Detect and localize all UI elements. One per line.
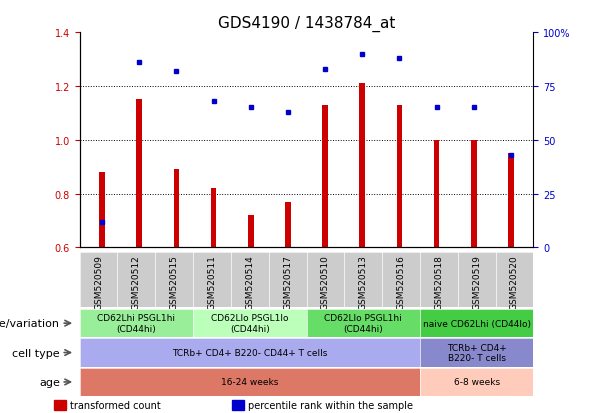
Bar [434, 140, 440, 248]
Text: GSM520513: GSM520513 [359, 255, 368, 309]
Text: GSM520516: GSM520516 [397, 255, 406, 309]
Title: GDS4190 / 1438784_at: GDS4190 / 1438784_at [218, 16, 395, 32]
Text: TCRb+ CD4+
B220- T cells: TCRb+ CD4+ B220- T cells [447, 343, 506, 362]
Bar [173, 170, 179, 248]
Bar [137, 100, 142, 248]
Text: age: age [39, 377, 60, 387]
Text: GSM520520: GSM520520 [510, 255, 519, 309]
Bar [211, 189, 216, 248]
Text: GSM520511: GSM520511 [207, 255, 216, 309]
Text: GSM520515: GSM520515 [170, 255, 179, 309]
Bar [508, 154, 514, 248]
Text: GSM520510: GSM520510 [321, 255, 330, 309]
Text: GSM520517: GSM520517 [283, 255, 292, 309]
Bar [471, 140, 477, 248]
Text: CD62Llo PSGL1hi
(CD44hi): CD62Llo PSGL1hi (CD44hi) [324, 314, 402, 333]
Text: CD62Lhi PSGL1hi
(CD44hi): CD62Lhi PSGL1hi (CD44hi) [97, 314, 175, 333]
Text: percentile rank within the sample: percentile rank within the sample [248, 400, 413, 410]
Bar [99, 173, 105, 248]
Text: GSM520509: GSM520509 [94, 255, 103, 309]
Text: TCRb+ CD4+ B220- CD44+ T cells: TCRb+ CD4+ B220- CD44+ T cells [172, 348, 327, 357]
Text: 16-24 weeks: 16-24 weeks [221, 377, 278, 387]
Bar [285, 202, 291, 248]
Bar [232, 401, 245, 410]
Text: naive CD62Lhi (CD44lo): naive CD62Lhi (CD44lo) [422, 319, 531, 328]
Bar [322, 106, 328, 248]
Bar [55, 401, 66, 410]
Text: GSM520519: GSM520519 [472, 255, 481, 309]
Text: cell type: cell type [12, 348, 60, 358]
Bar [359, 84, 365, 248]
Text: GSM520518: GSM520518 [434, 255, 443, 309]
Text: CD62Llo PSGL1lo
(CD44hi): CD62Llo PSGL1lo (CD44hi) [211, 314, 289, 333]
Bar [248, 216, 254, 248]
Text: transformed count: transformed count [69, 400, 160, 410]
Text: GSM520512: GSM520512 [132, 255, 141, 309]
Bar [397, 106, 402, 248]
Text: 6-8 weeks: 6-8 weeks [454, 377, 500, 387]
Text: genotype/variation: genotype/variation [0, 318, 60, 328]
Text: GSM520514: GSM520514 [245, 255, 254, 309]
